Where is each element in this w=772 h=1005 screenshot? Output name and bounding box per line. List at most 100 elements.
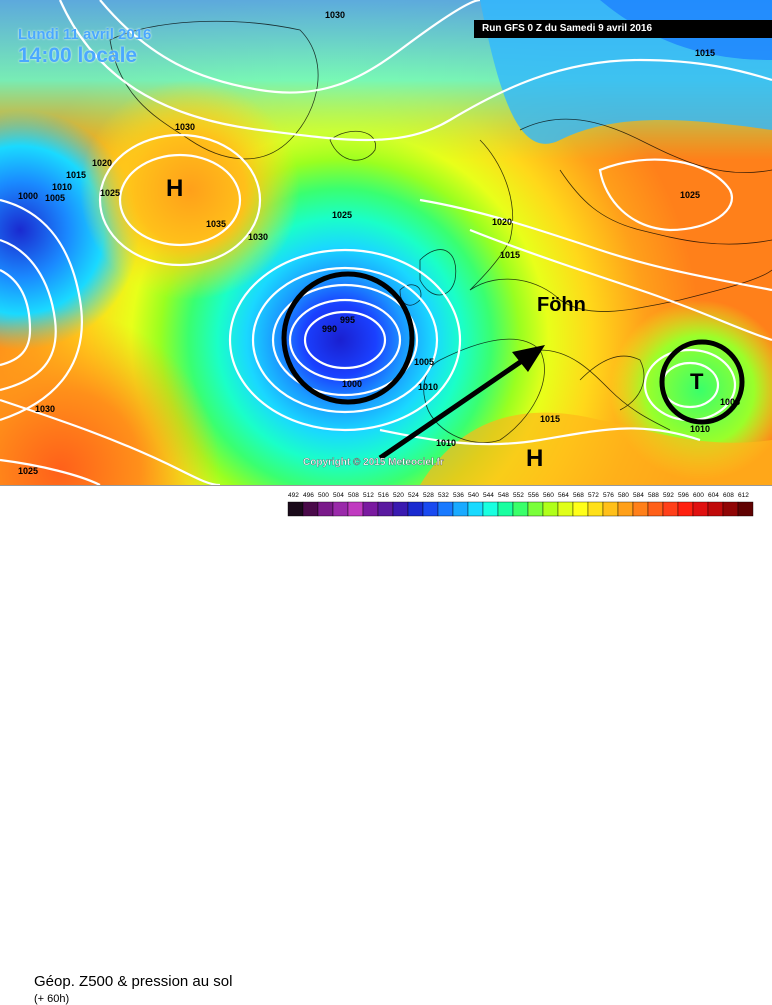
svg-text:1000: 1000 (18, 191, 38, 201)
svg-text:1005: 1005 (45, 193, 65, 203)
svg-text:1025: 1025 (680, 190, 700, 200)
svg-text:1010: 1010 (52, 182, 72, 192)
scale-tick-label: 568 (573, 492, 584, 499)
scale-swatch (437, 501, 454, 517)
scale-swatch (572, 501, 589, 517)
svg-text:1025: 1025 (18, 466, 38, 476)
low-pressure-east: T (690, 369, 704, 394)
svg-text:1020: 1020 (92, 158, 112, 168)
foehn-label: Föhn (537, 294, 586, 316)
svg-text:1030: 1030 (325, 10, 345, 20)
scale-swatch (647, 501, 664, 517)
scale-swatch (497, 501, 514, 517)
svg-text:1010: 1010 (436, 438, 456, 448)
scale-swatch (677, 501, 694, 517)
scale-tick-label: 556 (528, 492, 539, 499)
scale-swatch (632, 501, 649, 517)
scale-tick-label: 580 (618, 492, 629, 499)
weather-map: 1030 1015 1030 1020 1010 1015 1025 1000 … (0, 0, 772, 485)
scale-tick-label: 552 (513, 492, 524, 499)
high-pressure-west: H (166, 175, 183, 202)
scale-tick-label: 596 (678, 492, 689, 499)
scale-swatch (737, 501, 754, 517)
scale-tick-label: 520 (393, 492, 404, 499)
svg-text:1005: 1005 (414, 357, 434, 367)
scale-tick-label: 532 (438, 492, 449, 499)
scale-swatch (452, 501, 469, 517)
scale-tick-label: 508 (348, 492, 359, 499)
copyright: Copyright © 2015 Meteociel.fr (303, 457, 444, 468)
svg-text:1035: 1035 (206, 219, 226, 229)
scale-tick-label: 612 (738, 492, 749, 499)
scale-swatch (617, 501, 634, 517)
svg-text:995: 995 (340, 315, 355, 325)
scale-tick-label: 504 (333, 492, 344, 499)
scale-tick-label: 496 (303, 492, 314, 499)
scale-swatch (407, 501, 424, 517)
scale-swatch (722, 501, 739, 517)
scale-tick-label: 588 (648, 492, 659, 499)
scale-swatch (467, 501, 484, 517)
scale-tick-label: 576 (603, 492, 614, 499)
scale-swatch (662, 501, 679, 517)
scale-tick-label: 572 (588, 492, 599, 499)
scale-swatch (482, 501, 499, 517)
isobars (0, 0, 772, 485)
color-scale: 492 496 500 504 508 512 516 520 524 528 532 536 540 5… (287, 492, 754, 517)
scale-tick-label: 492 (288, 492, 299, 499)
svg-text:1015: 1015 (500, 250, 520, 260)
svg-text:1025: 1025 (100, 188, 120, 198)
scale-swatch (542, 501, 559, 517)
foehn-arrow-line (378, 349, 537, 461)
isobar-labels: 1030 1015 1030 1020 1010 1015 1025 1000 … (18, 10, 740, 476)
forecast-time: 14:00 locale (18, 44, 138, 67)
scale-tick-label: 500 (318, 492, 329, 499)
svg-text:1010: 1010 (418, 382, 438, 392)
scale-swatch (392, 501, 409, 517)
scale-swatch (287, 501, 304, 517)
scale-swatch (347, 501, 364, 517)
scale-swatch (377, 501, 394, 517)
scale-tick-label: 516 (378, 492, 389, 499)
scale-swatch (707, 501, 724, 517)
legend: Géop. Z500 & pression au sol (+ 60h) 492… (0, 485, 772, 1005)
scale-tick-label: 548 (498, 492, 509, 499)
scale-swatch (422, 501, 439, 517)
svg-text:1030: 1030 (35, 404, 55, 414)
scale-swatch (332, 501, 349, 517)
scale-tick-label: 544 (483, 492, 494, 499)
scale-tick-label: 600 (693, 492, 704, 499)
scale-tick-label: 564 (558, 492, 569, 499)
svg-text:1030: 1030 (248, 232, 268, 242)
svg-text:1000: 1000 (342, 379, 362, 389)
high-pressure-south: H (526, 445, 543, 472)
svg-text:1015: 1015 (66, 170, 86, 180)
scale-tick-label: 512 (363, 492, 374, 499)
low-circle-east (659, 339, 745, 425)
svg-text:1025: 1025 (332, 210, 352, 220)
forecast-date: Lundi 11 avril 2016 (18, 26, 152, 43)
scale-swatch (362, 501, 379, 517)
scale-tick-label: 604 (708, 492, 719, 499)
legend-subtitle: (+ 60h) (34, 993, 70, 1005)
low-circle-atlantic (281, 271, 415, 405)
svg-text:1015: 1015 (540, 414, 560, 424)
legend-title: Géop. Z500 & pression au sol (34, 973, 233, 990)
annotations (281, 271, 745, 461)
scale-tick-label: 608 (723, 492, 734, 499)
scale-swatch (602, 501, 619, 517)
scale-swatch (317, 501, 334, 517)
scale-swatch (527, 501, 544, 517)
scale-tick-label: 524 (408, 492, 419, 499)
svg-text:1015: 1015 (695, 48, 715, 58)
coastlines (109, 20, 772, 443)
scale-tick-label: 536 (453, 492, 464, 499)
scale-tick-label: 592 (663, 492, 674, 499)
scale-swatch (512, 501, 529, 517)
model-run-label: Run GFS 0 Z du Samedi 9 avril 2016 (474, 20, 772, 38)
svg-text:1030: 1030 (175, 122, 195, 132)
svg-text:1010: 1010 (690, 424, 710, 434)
foehn-arrow-head (512, 345, 545, 372)
scale-tick-label: 584 (633, 492, 644, 499)
scale-swatch (587, 501, 604, 517)
